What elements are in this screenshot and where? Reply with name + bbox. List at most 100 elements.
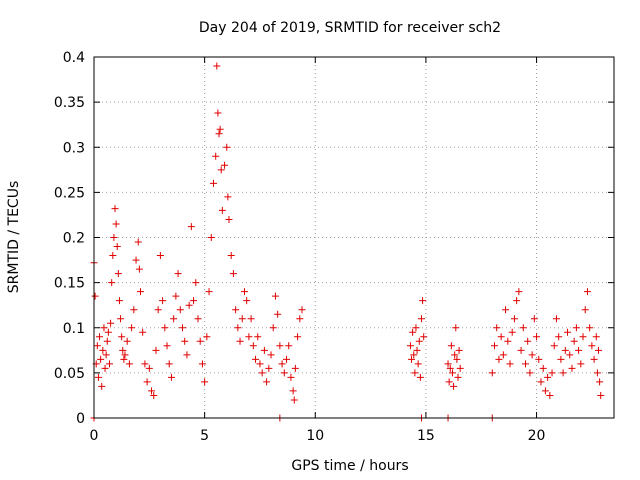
data-point xyxy=(499,351,507,359)
data-point xyxy=(135,265,143,273)
data-point xyxy=(419,297,427,305)
data-point xyxy=(276,342,284,350)
data-point xyxy=(156,252,164,260)
data-point xyxy=(409,328,417,336)
data-point xyxy=(590,355,598,363)
data-point xyxy=(145,364,153,372)
data-point xyxy=(526,369,534,377)
data-point xyxy=(283,355,291,363)
data-point xyxy=(165,360,173,368)
data-point xyxy=(217,166,225,174)
data-point xyxy=(592,333,600,341)
data-point xyxy=(97,355,105,363)
data-point xyxy=(117,315,125,323)
data-point xyxy=(260,346,268,354)
data-point xyxy=(420,333,428,341)
data-point xyxy=(530,315,538,323)
data-point xyxy=(94,373,102,381)
data-point xyxy=(258,369,266,377)
data-point xyxy=(192,279,200,287)
data-point xyxy=(221,161,229,169)
data-point xyxy=(218,206,226,214)
data-point xyxy=(408,355,416,363)
data-point xyxy=(130,306,138,314)
data-point xyxy=(121,351,129,359)
data-point xyxy=(141,360,149,368)
data-point xyxy=(548,369,556,377)
data-point xyxy=(506,360,514,368)
data-point xyxy=(456,364,464,372)
data-point xyxy=(159,297,167,305)
x-tick-label: 5 xyxy=(200,428,209,444)
data-point xyxy=(416,373,424,381)
data-point xyxy=(212,152,220,160)
data-point xyxy=(201,378,209,386)
data-point xyxy=(513,297,521,305)
data-point xyxy=(123,337,131,345)
data-point xyxy=(232,306,240,314)
data-point xyxy=(154,306,162,314)
data-point xyxy=(488,369,496,377)
data-point xyxy=(445,378,453,386)
data-point xyxy=(564,328,572,336)
data-point xyxy=(225,215,233,223)
chart-title: Day 204 of 2019, SRMTID for receiver sch… xyxy=(199,20,501,36)
data-point xyxy=(263,378,271,386)
data-point xyxy=(111,205,119,213)
data-point xyxy=(224,193,232,201)
data-point xyxy=(265,364,273,372)
data-point xyxy=(415,337,423,345)
data-point xyxy=(280,369,288,377)
data-point xyxy=(245,333,253,341)
data-point xyxy=(236,337,244,345)
grid-lines xyxy=(94,57,614,418)
data-point xyxy=(446,364,454,372)
data-point xyxy=(493,324,501,332)
x-axis-ticks: 0 5 10 15 20 xyxy=(90,57,545,444)
data-point xyxy=(99,346,107,354)
data-point xyxy=(581,306,589,314)
x-tick-label: 10 xyxy=(306,428,324,444)
data-point xyxy=(163,342,171,350)
data-point xyxy=(227,252,235,260)
data-point xyxy=(176,306,184,314)
data-point xyxy=(213,62,221,70)
data-point xyxy=(406,342,414,350)
data-point xyxy=(278,360,286,368)
data-point xyxy=(533,333,541,341)
data-point xyxy=(170,315,178,323)
data-point xyxy=(546,391,554,399)
data-point xyxy=(183,351,191,359)
data-point xyxy=(285,342,293,350)
data-point xyxy=(274,310,282,318)
data-point xyxy=(108,279,116,287)
data-point xyxy=(190,297,198,305)
data-point xyxy=(181,337,189,345)
data-point xyxy=(413,346,421,354)
data-point xyxy=(550,342,558,350)
data-point xyxy=(249,342,257,350)
data-point xyxy=(96,333,104,341)
data-point xyxy=(287,373,295,381)
x-tick-label: 0 xyxy=(90,428,99,444)
y-tick-label: 0.3 xyxy=(63,140,85,156)
data-point xyxy=(103,337,111,345)
data-point xyxy=(196,337,204,345)
data-point xyxy=(101,364,109,372)
data-point xyxy=(187,223,195,231)
x-tick-label: 15 xyxy=(417,428,435,444)
y-tick-label: 0.4 xyxy=(63,50,85,66)
data-point xyxy=(132,256,140,264)
data-point xyxy=(115,297,123,305)
data-point xyxy=(109,252,117,260)
data-point xyxy=(119,346,127,354)
y-axis-label: SRMTID / TECUs xyxy=(6,181,22,294)
data-point xyxy=(113,243,121,251)
data-point xyxy=(495,355,503,363)
data-point xyxy=(198,360,206,368)
data-point xyxy=(128,324,136,332)
data-point xyxy=(118,333,126,341)
data-point xyxy=(107,319,115,327)
data-point xyxy=(91,292,99,300)
data-point xyxy=(447,342,455,350)
